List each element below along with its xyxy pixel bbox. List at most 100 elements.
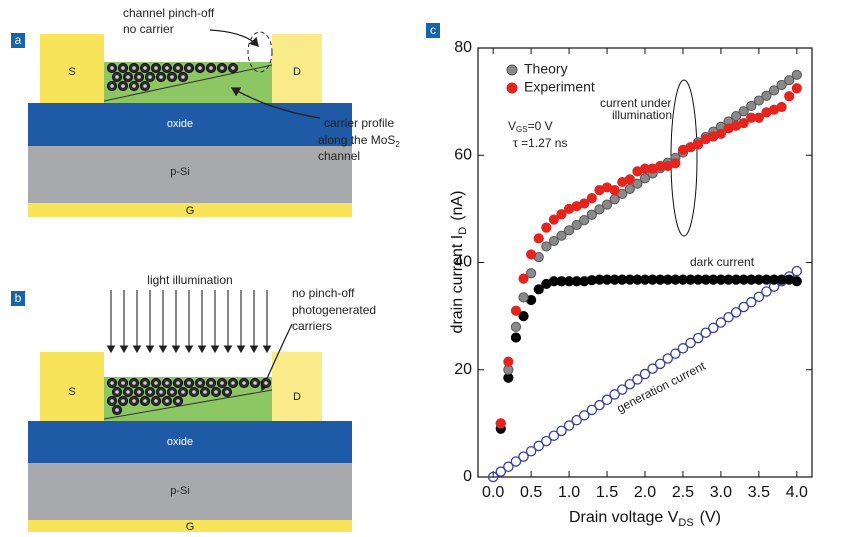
gate xyxy=(28,520,352,532)
data-point xyxy=(495,418,506,429)
data-point xyxy=(495,466,507,477)
data-point xyxy=(586,209,597,220)
x-axis-title: Drain voltage VDS (V) xyxy=(569,509,721,529)
data-point xyxy=(510,456,522,467)
carrier-core xyxy=(110,66,114,70)
data-point xyxy=(738,301,749,313)
note: no pinch-off xyxy=(292,286,355,300)
data-point xyxy=(700,327,711,338)
x-tick-label: 1.5 xyxy=(596,484,618,501)
data-point xyxy=(571,219,582,231)
note: no carrier xyxy=(123,22,174,36)
carrier-core xyxy=(121,381,125,385)
note: along the MoS2 xyxy=(318,133,400,149)
source xyxy=(40,34,104,103)
source-label: S xyxy=(68,66,75,78)
annotation-text: V xyxy=(508,119,516,133)
y-tick-label: 60 xyxy=(454,146,472,163)
x-tick-label: 2.0 xyxy=(634,484,656,501)
data-point xyxy=(776,79,787,91)
source xyxy=(40,352,104,421)
legend-label: Experiment xyxy=(524,79,595,95)
carrier-core xyxy=(115,75,119,79)
data-point xyxy=(533,284,544,295)
panel-a: a S D oxide p-Si G channel pinch-off no … xyxy=(11,6,400,217)
y-tick-label: 20 xyxy=(454,361,472,378)
carrier-core xyxy=(242,381,246,385)
carrier-core xyxy=(231,66,235,70)
x-tick-label: 0.0 xyxy=(482,484,504,501)
carrier-core xyxy=(137,75,141,79)
carrier-core xyxy=(253,381,257,385)
carrier-core xyxy=(132,66,136,70)
data-point xyxy=(601,394,613,406)
x-tick-label: 3.5 xyxy=(748,484,770,501)
annotation: generation current xyxy=(614,359,708,416)
carrier-core xyxy=(148,75,152,79)
data-point xyxy=(639,368,651,380)
carriers xyxy=(106,62,272,416)
data-point xyxy=(791,83,802,94)
carrier-core xyxy=(209,381,213,385)
data-point xyxy=(548,214,560,225)
annotation: illumination xyxy=(612,108,672,122)
note: photogenerated xyxy=(292,303,376,317)
carrier-core xyxy=(165,381,169,385)
carrier-core xyxy=(159,390,163,394)
substrate-label: p-Si xyxy=(170,166,190,178)
carrier-core xyxy=(198,381,202,385)
data-point xyxy=(791,69,802,80)
carrier-core xyxy=(181,75,185,79)
data-point xyxy=(708,322,719,334)
data-point xyxy=(670,348,681,359)
data-point xyxy=(768,85,780,96)
note: light illumination xyxy=(147,273,232,287)
data-point xyxy=(556,425,567,437)
y-axis-title-sub: D xyxy=(457,227,469,235)
data-point xyxy=(541,222,552,233)
note: channel pinch-off xyxy=(123,6,215,20)
carrier-core xyxy=(154,399,158,403)
carrier-core xyxy=(225,390,229,394)
pinch-marker xyxy=(247,31,273,73)
data-point xyxy=(518,273,529,284)
data-point xyxy=(526,249,537,260)
data-point xyxy=(563,420,575,431)
carrier-core xyxy=(176,66,180,70)
carrier-core xyxy=(214,390,218,394)
data-point xyxy=(609,185,620,196)
oxide xyxy=(28,103,352,146)
carrier-core xyxy=(264,381,268,385)
carrier-core xyxy=(110,381,114,385)
data-point xyxy=(753,291,765,303)
legend-label: Theory xyxy=(524,61,568,77)
carrier-core xyxy=(115,408,119,412)
gate-label: G xyxy=(186,205,195,217)
y-tick-label: 80 xyxy=(454,39,472,56)
data-point xyxy=(730,307,742,318)
data-point xyxy=(662,353,674,364)
carrier-core xyxy=(110,84,114,88)
data-point xyxy=(761,90,772,101)
source-label: S xyxy=(68,386,75,398)
data-point xyxy=(723,311,734,323)
legend-marker xyxy=(506,64,518,76)
x-tick-label: 0.5 xyxy=(520,484,542,501)
annotation: dark current xyxy=(690,255,755,269)
carrier-core xyxy=(132,381,136,385)
carrier-core xyxy=(187,66,191,70)
annotation-sub: GS xyxy=(516,125,528,134)
data-point xyxy=(518,311,529,322)
y-axis-title: drain current ID (nA) xyxy=(449,191,469,334)
data-point xyxy=(594,399,605,411)
annotation: current under xyxy=(600,96,671,110)
x-tick-label: 4.0 xyxy=(786,484,808,501)
drain xyxy=(272,34,322,103)
drain-label: D xyxy=(293,391,301,403)
data-point xyxy=(518,292,529,303)
x-axis-title-text: Drain voltage V xyxy=(569,509,679,526)
carrier-core xyxy=(132,84,136,88)
note: carrier profile xyxy=(324,116,394,130)
carrier-core xyxy=(187,381,191,385)
carrier-core xyxy=(143,84,147,88)
